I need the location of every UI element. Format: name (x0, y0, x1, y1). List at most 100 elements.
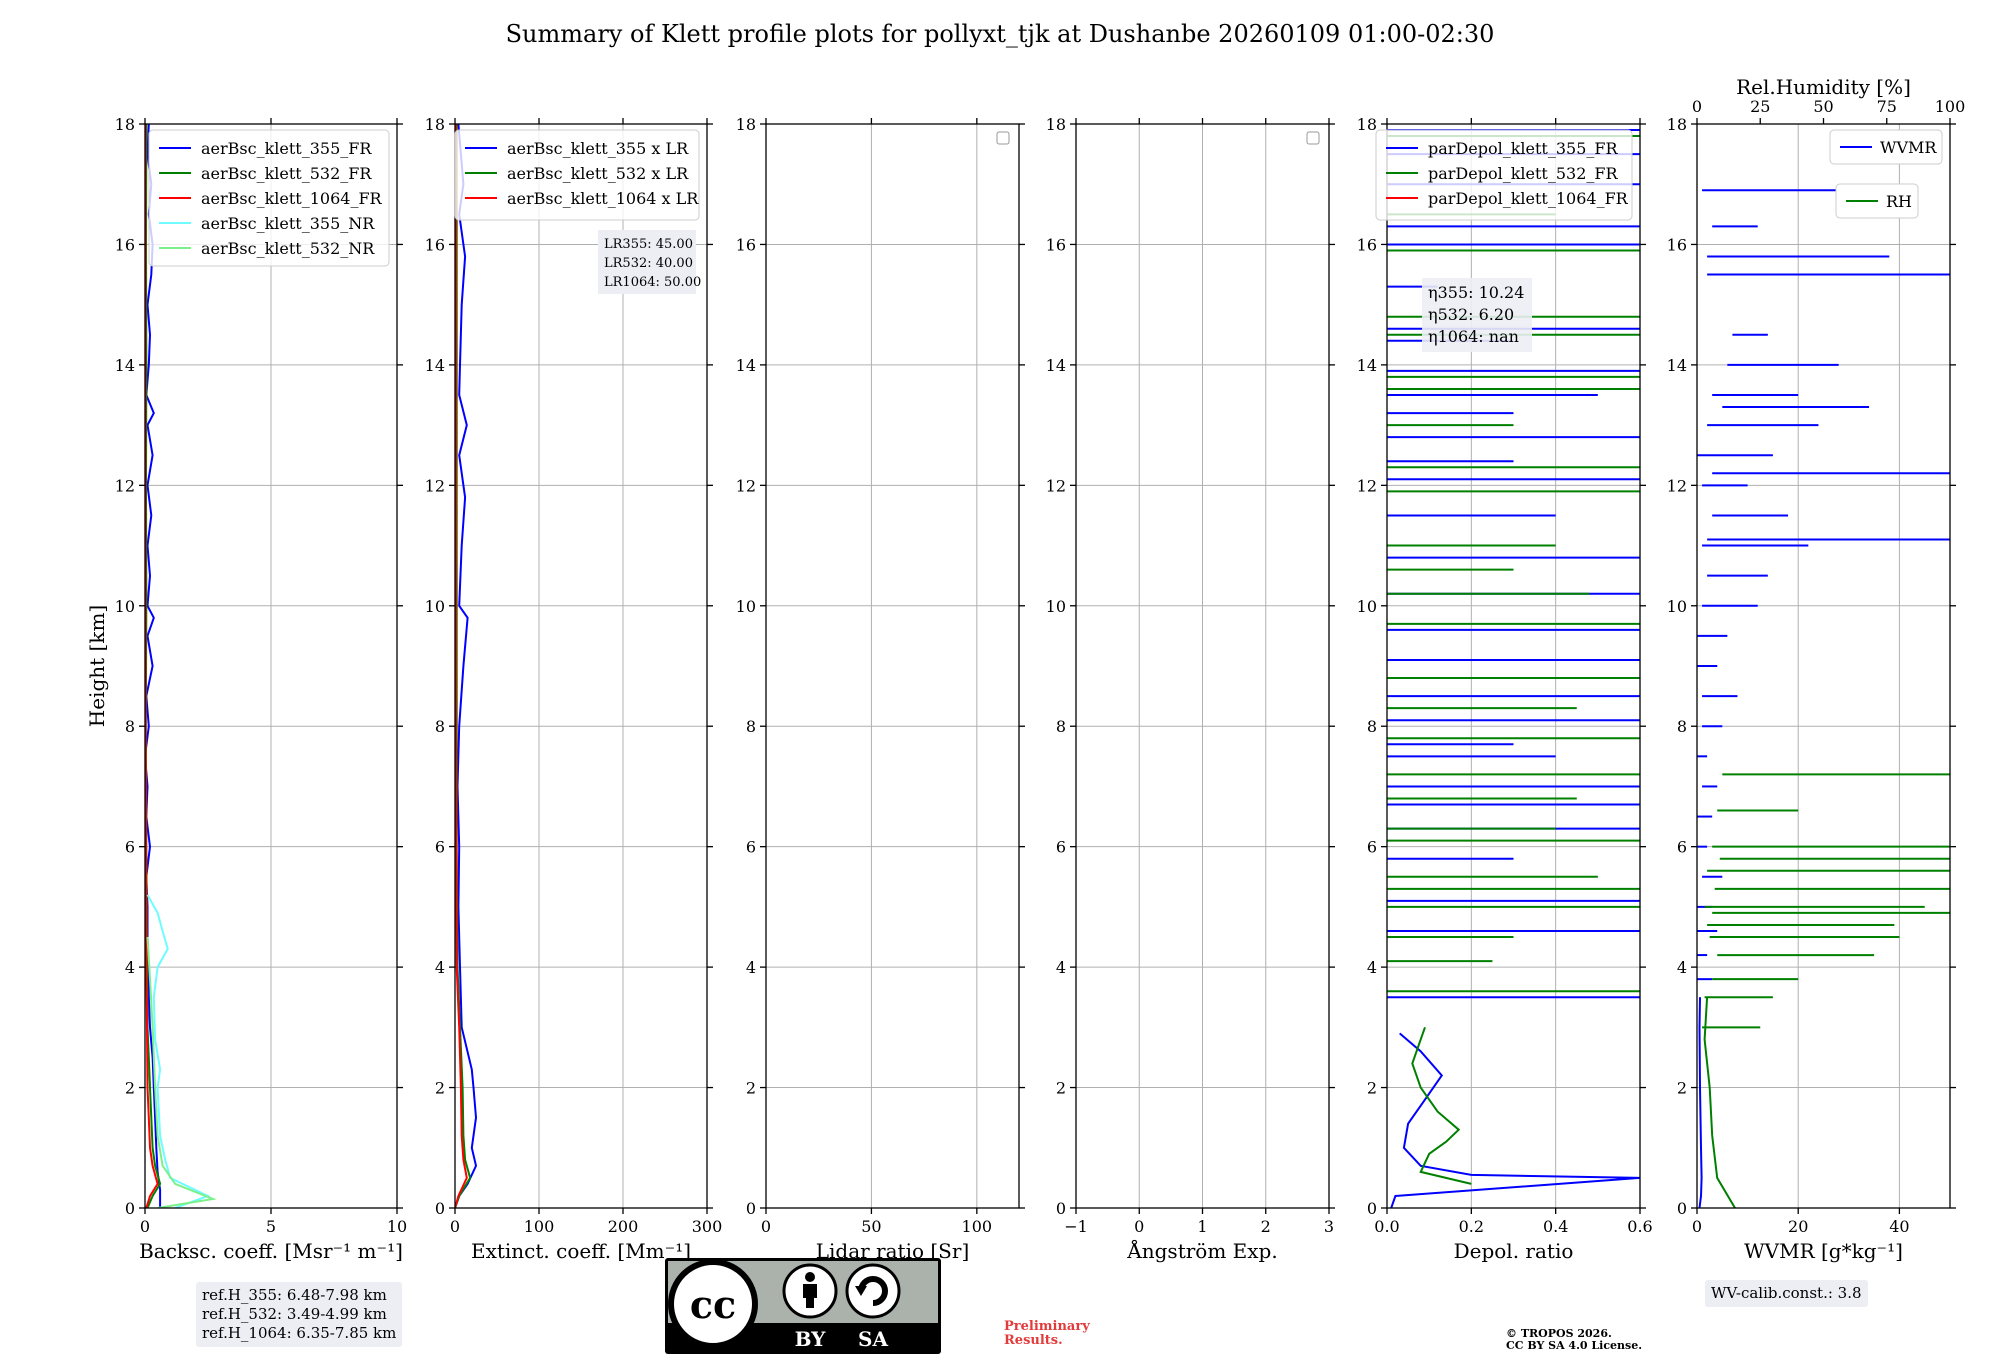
lidar_ratio-ytick-label: 12 (736, 476, 756, 495)
backscatter-legend-label: aerBsc_klett_355_FR (201, 139, 372, 158)
backscatter-legend: aerBsc_klett_355_FR aerBsc_klett_532_FRae… (148, 129, 390, 267)
wvmr-ytick-label: 10 (1667, 597, 1687, 616)
backscatter-ytick-label: 14 (115, 356, 135, 375)
extinction-ytick-label: 8 (435, 717, 445, 736)
depol-series-parDepol_klett_532_FR (1411, 1026, 1472, 1185)
wvmr-series-RH (1703, 997, 1736, 1208)
depol-frame (1386, 123, 1641, 1209)
eta-line: η355: 10.24 (1428, 283, 1524, 302)
extinction-xtick-label: 300 (692, 1217, 723, 1236)
backscatter-xtick-label: 5 (266, 1217, 276, 1236)
wvmr-frame (1696, 123, 1951, 1209)
lidar_ratio-ytick-label: 6 (746, 838, 756, 857)
wvmr-ytick-label: 12 (1667, 476, 1687, 495)
depol-ytick-label: 12 (1357, 476, 1377, 495)
lr-line: LR355: 45.00 (604, 237, 693, 252)
extinction-ytick-label: 4 (435, 958, 445, 977)
cc-logo-text: cc (690, 1282, 736, 1327)
preliminary-note: Preliminary Results. (1004, 1320, 1090, 1348)
depol-legend-label: parDepol_klett_355_FR (1428, 139, 1619, 158)
figure-title: Summary of Klett profile plots for polly… (505, 20, 1495, 48)
wvmr-x2tick-label: 0 (1692, 97, 1702, 116)
depol-legend-label: parDepol_klett_1064_FR (1428, 189, 1629, 208)
backscatter-ytick-label: 6 (125, 838, 135, 857)
lidar_ratio-ytick-label: 18 (736, 115, 756, 134)
copyright-line-1: © TROPOS 2026. (1506, 1327, 1612, 1340)
lidar_ratio-ytick-label: 14 (736, 356, 756, 375)
rh-legend-label: RH (1886, 192, 1912, 211)
wvmr-xtick-label: 0 (1692, 1217, 1702, 1236)
backscatter-grid (144, 123, 398, 1209)
backscatter-ytick-label: 10 (115, 597, 135, 616)
ref-height-1064: ref.H_1064: 6.35-7.85 km (202, 1324, 397, 1342)
panel-backscatter: 0 5 10 0 2 4 6 8 10 12 14 16 18 Backsc. coeff. [Msr⁻¹… (115, 115, 408, 1263)
lidar_ratio-grid (765, 123, 1019, 1209)
wvmr-ytick-label: 18 (1667, 115, 1687, 134)
depol-legend-label: parDepol_klett_532_FR (1428, 164, 1619, 183)
copyright-note: © TROPOS 2026. CC BY SA 4.0 License. (1506, 1328, 1642, 1352)
wvmr-xtick-label: 40 (1889, 1217, 1909, 1236)
extinction-legend: aerBsc_klett_355 x LR aerBsc_klett_532 x … (454, 129, 700, 221)
angstrom-xtick-label: 2 (1261, 1217, 1271, 1236)
backscatter-legend-label: aerBsc_klett_355_NR (201, 214, 375, 233)
depol-ytick-label: 4 (1367, 958, 1377, 977)
y-axis-label: Height [km] (85, 605, 109, 727)
lr-line: LR1064: 50.00 (604, 275, 701, 290)
depol-legend: parDepol_klett_355_FR parDepol_klett_532_… (1375, 129, 1633, 221)
ref-height-box: ref.H_355: 6.48-7.98 km ref.H_532: 3.49-… (196, 1282, 403, 1347)
backscatter-legend-label: aerBsc_klett_1064_FR (201, 189, 383, 208)
eta-box-bg (1422, 278, 1532, 352)
wvmr-series-WVMR (1698, 997, 1703, 1208)
angstrom-grid (1075, 123, 1330, 1209)
depol-ytick-label: 14 (1357, 356, 1377, 375)
extinction-ytick-label: 18 (425, 115, 445, 134)
wvmr-legend-frame (1829, 129, 1943, 165)
lr-box-bg (598, 230, 696, 294)
backscatter-xtick-label: 0 (140, 1217, 150, 1236)
lidar_ratio-empty-legend (996, 131, 1010, 145)
sa-label: SA (858, 1327, 888, 1351)
extinction-ytick-label: 2 (435, 1079, 445, 1098)
extinction-series-aerBsc_klett_1064 x LR (455, 124, 468, 1208)
wvmr-ytick-label: 0 (1677, 1199, 1687, 1218)
backscatter-ytick-label: 4 (125, 958, 135, 977)
depol-ytick-label: 6 (1367, 838, 1377, 857)
backscatter-ytick-label: 16 (115, 235, 135, 254)
lidar_ratio-ytick-label: 4 (746, 958, 756, 977)
panel-depol: 0.0 0.2 0.4 0.6 0 2 4 6 8 10 12 14 16 18 Depol. ratio p… (1357, 115, 1653, 1263)
backscatter-ytick-label: 8 (125, 717, 135, 736)
lr-line: LR532: 40.00 (604, 256, 693, 271)
wvmr-grid (1696, 123, 1950, 1209)
backscatter-legend-frame (148, 129, 390, 267)
angstrom-ytick-label: 0 (1056, 1199, 1066, 1218)
lidar_ratio-xtick-label: 0 (761, 1217, 771, 1236)
panel-wvmr: 0 20 40 0 2 4 6 8 10 12 14 16 18 WVMR [g*kg⁻¹] 0 25 50 75… (1667, 75, 1966, 1263)
angstrom-ytick-label: 12 (1046, 476, 1066, 495)
depol-series-parDepol_klett_355_FR (1390, 1032, 1640, 1208)
angstrom-xtick-label: 3 (1324, 1217, 1334, 1236)
cc-by-sa-badge: cc BY SA (665, 1258, 941, 1354)
lr-annotation-box: LR355: 45.00 LR532: 40.00 LR1064: 50.00 (598, 230, 701, 294)
extinction-ytick-label: 10 (425, 597, 445, 616)
eta-line: η532: 6.20 (1428, 305, 1514, 324)
wvmr-ytick-label: 2 (1677, 1079, 1687, 1098)
angstrom-ytick-label: 4 (1056, 958, 1066, 977)
depol-ytick-label: 2 (1367, 1079, 1377, 1098)
depol-xtick-label: 0.6 (1627, 1217, 1652, 1236)
angstrom-ytick-label: 2 (1056, 1079, 1066, 1098)
wvmr-x2tick-label: 25 (1750, 97, 1770, 116)
lidar_ratio-xtick-label: 50 (861, 1217, 881, 1236)
lidar_ratio-ytick-label: 16 (736, 235, 756, 254)
depol-ytick-label: 8 (1367, 717, 1377, 736)
extinction-legend-label: aerBsc_klett_532 x LR (507, 164, 689, 183)
backscatter-series-aerBsc_klett_532_NR (146, 936, 217, 1208)
eta-line: η1064: nan (1428, 327, 1519, 346)
depol-ytick-label: 18 (1357, 115, 1377, 134)
angstrom-xtick-label: 1 (1197, 1217, 1207, 1236)
extinction-xtick-label: 200 (608, 1217, 639, 1236)
extinction-legend-label: aerBsc_klett_1064 x LR (507, 189, 699, 208)
depol-ytick-label: 0 (1367, 1199, 1377, 1218)
backscatter-legend-label: aerBsc_klett_532_FR (201, 164, 372, 183)
backscatter-xtick-label: 10 (387, 1217, 407, 1236)
